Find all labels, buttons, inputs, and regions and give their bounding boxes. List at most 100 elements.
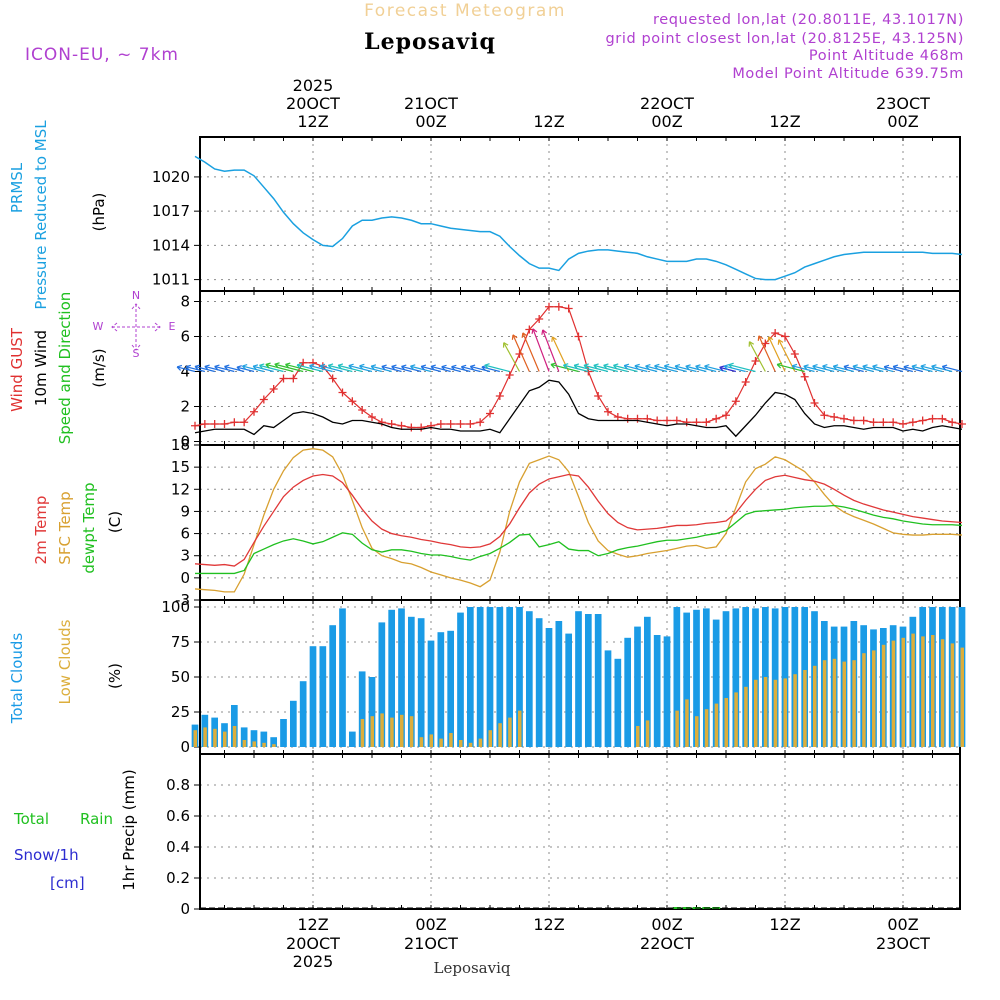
wind-arrow	[654, 365, 677, 373]
total-cloud-bar	[653, 635, 661, 747]
low-cloud-bar	[783, 678, 787, 747]
precip-label-snow: Snow/1h	[14, 846, 79, 864]
low-cloud-bar	[262, 742, 266, 747]
precip-label-total: Total	[13, 810, 49, 828]
total-cloud-bar	[535, 618, 543, 747]
bottom-day-label: 20OCT	[286, 934, 340, 953]
wind-arrow	[224, 365, 245, 373]
gust-marker	[741, 378, 750, 386]
gust-marker	[220, 420, 229, 428]
total-cloud-bar	[309, 646, 317, 747]
bottom-year-label: 2025	[293, 952, 334, 971]
y-tick-label: 1011	[152, 271, 190, 289]
wind-arrow	[748, 341, 766, 372]
low-cloud-bar	[842, 661, 846, 747]
pressure-label-1: PRMSL	[8, 162, 26, 213]
total-cloud-bar	[329, 625, 337, 747]
y-tick-label: 1014	[152, 236, 190, 254]
low-cloud-bar	[921, 636, 925, 747]
wind-panel: 0 2 4 6 8	[180, 290, 961, 451]
wind-label-gust: Wind GUST	[8, 327, 26, 412]
gust-marker	[407, 423, 416, 432]
gust-marker	[938, 414, 947, 423]
wind-arrowhead	[563, 363, 569, 370]
gust-marker	[820, 411, 829, 420]
y-tick-label: 18	[171, 436, 190, 454]
wind-arrowhead	[723, 364, 730, 371]
gust-marker	[545, 302, 553, 311]
wind-arrow	[613, 364, 638, 373]
wind-arrowhead	[185, 364, 191, 371]
gust-marker	[387, 420, 396, 428]
low-cloud-bar	[478, 738, 483, 747]
wind-arrow	[359, 365, 382, 373]
gust-marker	[328, 374, 337, 383]
low-cloud-bar	[675, 710, 679, 747]
compass-s: S	[133, 347, 140, 360]
wind-arrowhead	[511, 334, 518, 340]
wind-arrow	[573, 364, 599, 373]
low-cloud-bar	[901, 637, 905, 747]
wind-arrowhead	[359, 363, 365, 370]
low-cloud-bar	[832, 658, 837, 747]
gust-marker	[338, 388, 347, 397]
y-tick-label: 25	[171, 703, 190, 721]
low-cloud-bar	[891, 640, 896, 747]
wind-arrow	[259, 364, 284, 373]
precip-label-cm: [cm]	[50, 874, 85, 892]
wind-arrow	[777, 363, 805, 373]
total-cloud-bar	[545, 628, 553, 747]
wind-arrow	[461, 366, 481, 373]
wind-arrow	[645, 365, 668, 373]
gust-marker	[771, 329, 780, 337]
gust-marker	[918, 416, 927, 425]
wind-arrowhead	[883, 364, 890, 371]
precip-label-rain: Rain	[80, 810, 113, 828]
gust-marker	[368, 413, 376, 421]
gust-marker	[436, 420, 445, 428]
low-cloud-bar	[409, 716, 414, 747]
bottom-time-label: 12Z	[769, 915, 800, 934]
gust-marker	[348, 397, 357, 406]
model-altitude: Model Point Altitude 639.75m	[732, 66, 964, 82]
wind-arrowhead	[685, 364, 691, 371]
wind-arrow	[391, 365, 412, 373]
y-tick-label: -3	[175, 591, 190, 609]
y-tick-label: 6	[180, 328, 190, 346]
y-tick-label: 0	[180, 900, 190, 918]
wind-arrowhead	[224, 364, 230, 371]
low-cloud-bar	[439, 738, 443, 747]
wind-arrowhead	[521, 332, 528, 338]
gust-marker	[525, 325, 534, 334]
gust-marker	[889, 418, 898, 427]
wind-arrowhead	[176, 364, 183, 371]
wind-arrow	[812, 365, 835, 373]
wind-arrow	[522, 332, 540, 372]
total-cloud-bar	[693, 609, 700, 747]
gust-marker	[594, 392, 603, 400]
wind-arrowhead	[502, 342, 509, 348]
y-tick-label: 0.4	[166, 838, 190, 856]
low-cloud-bar	[793, 674, 797, 747]
temp-label-2m: 2m Temp	[32, 496, 50, 565]
gust-marker	[466, 420, 475, 428]
wind-arrowhead	[469, 364, 476, 371]
gust-marker	[840, 414, 848, 423]
gust-marker	[859, 416, 868, 425]
grid-point-coords: grid point closest lon,lat (20.8125E, 43…	[605, 31, 964, 47]
wind-arrowhead	[194, 364, 200, 371]
wind-arrow	[563, 364, 589, 373]
compass-e: E	[169, 320, 176, 333]
total-cloud-bar	[457, 612, 464, 747]
low-cloud-bar	[636, 726, 640, 747]
wind-arrow	[470, 365, 491, 373]
low-cloud-bar	[370, 716, 374, 747]
y-tick-label: 2	[180, 398, 190, 416]
wind-arrowhead	[430, 364, 436, 371]
wind-arrow	[532, 328, 550, 372]
gust-marker	[505, 371, 514, 379]
y-tick-label: 9	[180, 502, 190, 520]
total-cloud-bar	[594, 614, 602, 747]
total-cloud-bar	[339, 608, 346, 747]
pcp-panel: 0 0.2 0.4 0.6 0.8	[166, 753, 961, 918]
